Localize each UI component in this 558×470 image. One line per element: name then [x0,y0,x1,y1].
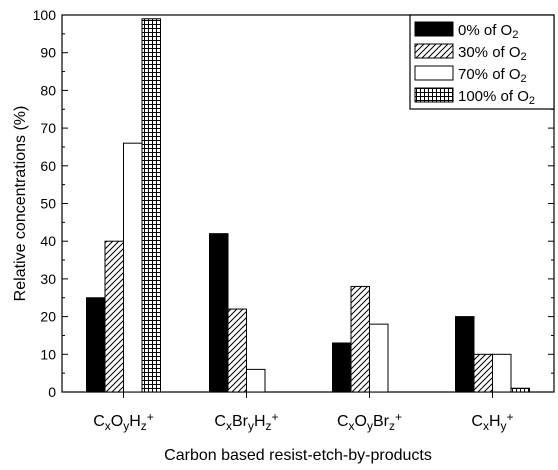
legend: 0% of O2 30% of O2 70% of O2 100% of O2 [409,14,555,110]
bar [369,323,389,393]
bar [350,285,370,393]
y-tick-label: 30 [40,271,56,287]
y-tick-label: 20 [40,309,56,325]
y-axis-title: Relative concentrations (%) [12,106,29,302]
y-tick-label: 70 [40,120,56,136]
bar [123,142,143,393]
legend-swatch [414,65,454,81]
y-tick-label: 50 [40,196,56,212]
bar [86,297,106,393]
legend-label: 30% of O2 [458,44,527,63]
bar [141,18,161,393]
legend-swatch [414,43,454,59]
bar [455,316,475,393]
legend-label: 100% of O2 [458,88,535,107]
bar [510,387,530,393]
y-tick-label: 10 [40,346,56,362]
legend-swatch [414,21,454,37]
x-axis-title: Carbon based resist-etch-by-products [164,447,432,464]
y-tick-label: 0 [48,384,56,400]
y-tick-label: 100 [33,7,57,23]
legend-label: 0% of O2 [458,22,518,41]
x-tick-label: CxOyHz+ [93,410,154,433]
y-tick-label: 40 [40,233,56,249]
bar [473,353,493,393]
x-tick-label: CxBryHz+ [214,410,278,433]
x-tick-label: CxOyBrz+ [337,410,402,433]
x-tick-label: CxHy+ [471,410,513,433]
bar [227,308,247,393]
legend-swatch [414,87,454,103]
y-tick-label: 80 [40,82,56,98]
bar [246,368,266,393]
bar [332,342,352,393]
y-tick-label: 60 [40,158,56,174]
bar [104,240,124,393]
bar [209,233,229,393]
legend-label: 70% of O2 [458,66,527,85]
y-tick-label: 90 [40,45,56,61]
bar [492,353,512,393]
